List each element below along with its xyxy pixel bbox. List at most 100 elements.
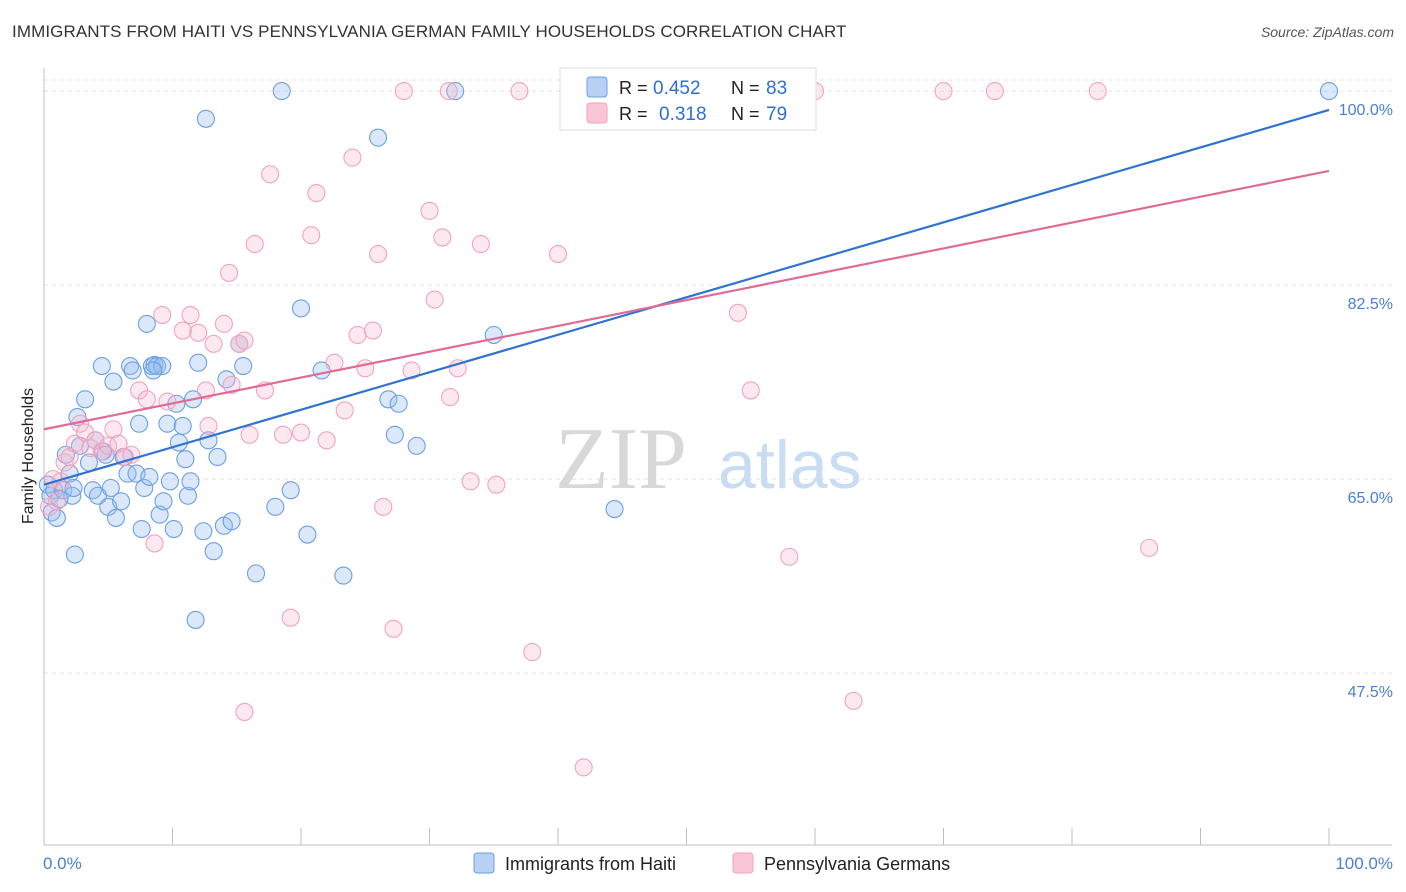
pagerman-point: [235, 702, 254, 722]
pagerman-point: [985, 82, 1004, 101]
haiti-point: [385, 425, 404, 444]
pagerman-point: [574, 758, 593, 777]
haiti-point: [132, 519, 151, 539]
pagerman-point: [844, 691, 863, 710]
pagerman-point: [145, 534, 164, 553]
pagerman-point: [158, 392, 177, 411]
pagerman-point: [384, 619, 403, 638]
axes: [43, 68, 1392, 846]
pagerman-points: [40, 82, 1159, 777]
legend-swatch-haiti: [586, 76, 608, 98]
bottom-legend-haiti: Immigrants from Haiti: [505, 854, 676, 874]
y-axis-label: Family Households: [20, 388, 37, 524]
pagerman-point: [281, 608, 300, 627]
pagerman-point: [189, 323, 208, 342]
pagerman-point: [741, 381, 760, 400]
haiti-point: [101, 478, 120, 498]
haiti-point: [144, 361, 163, 380]
haiti-point: [65, 545, 84, 564]
haiti-point: [234, 356, 253, 376]
pagerman-point: [780, 547, 799, 566]
haiti-point: [186, 610, 205, 629]
pagerman-point: [728, 303, 747, 322]
y-tick-label: 47.5%: [1348, 684, 1393, 701]
pagerman-point: [461, 472, 480, 491]
pagerman-point: [173, 321, 192, 340]
pagerman-point: [934, 82, 953, 101]
pagerman-point: [369, 245, 388, 264]
haiti-point: [246, 564, 266, 583]
pagerman-point: [448, 359, 467, 378]
pagerman-point: [471, 235, 490, 254]
legend-n-value-haiti: 83: [766, 78, 787, 99]
haiti-points: [38, 82, 1339, 629]
haiti-point: [189, 353, 208, 372]
haiti-point: [123, 361, 142, 380]
haiti-point: [272, 82, 291, 101]
haiti-point: [150, 505, 169, 524]
pagerman-point: [394, 82, 413, 101]
gridlines: [44, 79, 1392, 674]
pagerman-point: [153, 305, 172, 325]
pagerman-point: [240, 425, 259, 444]
pagerman-point: [420, 201, 439, 220]
watermark-atlas: atlas: [718, 427, 862, 503]
pagerman-point: [425, 290, 444, 309]
legend-swatch-pagerman: [586, 102, 608, 124]
haiti-point: [291, 299, 311, 318]
pagerman-point: [343, 148, 362, 167]
haiti-point: [181, 472, 200, 491]
haiti-point: [281, 481, 300, 500]
pagerman-point: [60, 447, 79, 467]
trend-lines: [43, 108, 1330, 486]
pagerman-point: [261, 165, 280, 184]
haiti-point: [112, 492, 131, 511]
y-tick-label: 100.0%: [1339, 102, 1393, 119]
haiti-point: [208, 447, 227, 467]
haiti-point: [196, 109, 215, 128]
y-tick-label: 82.5%: [1348, 296, 1393, 313]
pagerman-point: [47, 492, 66, 511]
pagerman-point: [439, 82, 458, 101]
x-tick-label-max: 100.0%: [1335, 854, 1393, 873]
pagerman-point: [433, 228, 452, 247]
haiti-point: [76, 390, 95, 409]
pagerman-point: [204, 334, 223, 353]
haiti-point: [160, 472, 179, 491]
watermark-zip: ZIP: [555, 411, 687, 508]
pagerman-point: [291, 423, 311, 442]
pagerman-point: [348, 325, 367, 345]
haiti-point: [83, 481, 102, 500]
pagerman-point: [104, 420, 123, 439]
haiti-point: [140, 467, 159, 486]
legend-r-label-haiti: R =: [619, 78, 648, 98]
pagerman-point: [402, 361, 421, 380]
haiti-point: [130, 414, 149, 433]
haiti-point: [1319, 82, 1339, 101]
haiti-point: [158, 414, 177, 433]
haiti-point: [178, 486, 197, 505]
haiti-point: [176, 450, 195, 469]
haiti-point: [153, 356, 172, 376]
pagerman-trend-line: [43, 169, 1330, 431]
pagerman-point: [230, 334, 249, 353]
watermark: ZIP atlas: [555, 411, 862, 508]
pagerman-point: [1088, 82, 1107, 101]
haiti-point: [194, 522, 213, 541]
haiti-point: [204, 542, 223, 561]
pagerman-point: [55, 453, 74, 472]
pagerman-point: [317, 431, 336, 450]
pagerman-point: [245, 235, 264, 254]
haiti-point: [379, 390, 398, 409]
chart-title: IMMIGRANTS FROM HAITI VS PENNSYLVANIA GE…: [12, 22, 847, 41]
haiti-point: [106, 508, 126, 527]
haiti-point: [407, 436, 426, 455]
pagerman-point: [219, 263, 239, 282]
haiti-point: [266, 497, 285, 516]
legend-r-value-pagerman: 0.318: [659, 104, 707, 125]
haiti-point: [92, 356, 111, 376]
legend-n-value-pagerman: 79: [766, 104, 787, 125]
bottom-legend: Immigrants from Haiti Pennsylvania Germa…: [473, 852, 950, 874]
pagerman-point: [199, 416, 218, 435]
